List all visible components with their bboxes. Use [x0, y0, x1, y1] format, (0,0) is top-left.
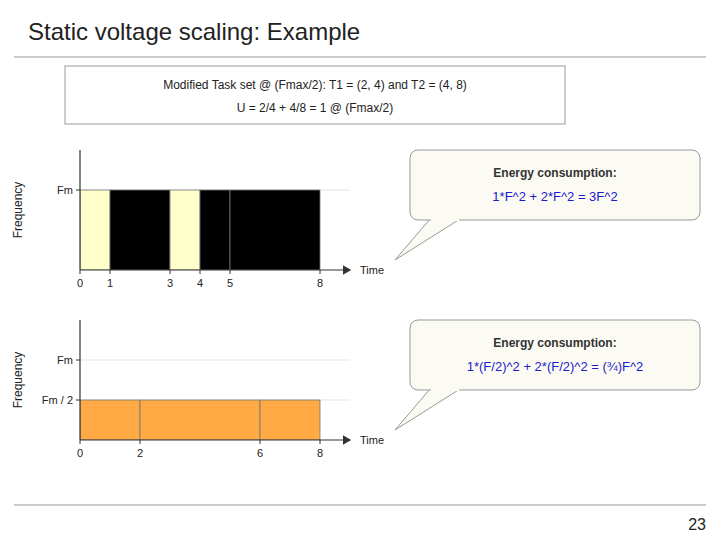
callout: Energy consumption: 1*F^2 + 2*F^2 = 3F^2: [395, 150, 700, 260]
bars: [80, 400, 320, 440]
y-axis: [79, 320, 80, 440]
chart-root: Static voltage scaling: Example Modified …: [0, 0, 720, 540]
chart-panel: 0 1 3 4 5 8 Fm Time Frequency Energy consumption:…: [11, 150, 700, 289]
y-tick: [76, 360, 80, 361]
footer-rule: [14, 505, 706, 506]
x-axis-label: Time: [360, 434, 384, 446]
x-axis: [80, 269, 350, 270]
bars: [80, 190, 320, 270]
x-tick: [170, 270, 171, 274]
x-tick-label: 0: [77, 277, 83, 289]
x-tick: [260, 440, 261, 444]
subtitle: U = 2/4 + 4/8 = 1 @ (Fmax/2): [237, 101, 394, 115]
x-tick: [320, 440, 321, 444]
annotation: 1*(F/2)^2 + 2*(F/2)^2 = (¾)F^2: [467, 359, 644, 374]
x-axis-label: Time: [360, 264, 384, 276]
x-tick-label: 2: [137, 447, 143, 459]
x-tick-label: 0: [77, 447, 83, 459]
x-axis: [80, 439, 350, 440]
callout: Energy consumption: 1*(F/2)^2 + 2*(F/2)^2…: [395, 320, 700, 430]
y-tick: [76, 400, 80, 401]
title-rule: [14, 57, 706, 58]
x-tick-label: 1: [107, 277, 113, 289]
bar: [80, 190, 110, 270]
annotation: Energy consumption:: [493, 336, 616, 350]
subtitle-box: [65, 66, 565, 124]
x-tick-label: 3: [167, 277, 173, 289]
x-tick: [80, 270, 81, 274]
y-tick-label: Fm: [57, 184, 73, 196]
bar: [260, 400, 320, 440]
x-tick: [230, 270, 231, 274]
bar: [140, 400, 260, 440]
x-tick-label: 4: [197, 277, 203, 289]
callout-box: [410, 320, 700, 390]
title: Static voltage scaling: Example: [28, 18, 360, 45]
callout-box: [410, 150, 700, 220]
bar: [170, 190, 200, 270]
x-tick: [80, 440, 81, 444]
bar: [80, 400, 140, 440]
x-tick: [140, 440, 141, 444]
x-tick: [110, 270, 111, 274]
bar: [230, 190, 320, 270]
annotation: 1*F^2 + 2*F^2 = 3F^2: [492, 189, 617, 204]
callout-tail: [395, 219, 460, 260]
page-number: 23: [688, 516, 706, 533]
subtitle: Modified Task set @ (Fmax/2): T1 = (2, 4…: [163, 78, 467, 92]
callout-seam: [431, 219, 459, 221]
x-tick-label: 8: [317, 277, 323, 289]
annotation: Energy consumption:: [493, 166, 616, 180]
x-tick-label: 5: [227, 277, 233, 289]
x-tick: [320, 270, 321, 274]
y-axis-label: Frequency: [11, 352, 25, 409]
grid-line: [80, 360, 350, 361]
y-axis: [79, 150, 80, 270]
y-tick: [76, 190, 80, 191]
chart-panel: 0 2 6 8 Fm / 2 Fm Time Frequency Energy consumpt…: [11, 320, 700, 459]
x-tick-label: 8: [317, 447, 323, 459]
callout-seam: [431, 389, 459, 391]
y-tick-label: Fm / 2: [42, 394, 73, 406]
x-tick: [200, 270, 201, 274]
y-tick-label: Fm: [57, 354, 73, 366]
bar: [200, 190, 230, 270]
bar: [110, 190, 170, 270]
y-axis-label: Frequency: [11, 182, 25, 239]
callout-tail: [395, 389, 460, 430]
x-tick-label: 6: [257, 447, 263, 459]
